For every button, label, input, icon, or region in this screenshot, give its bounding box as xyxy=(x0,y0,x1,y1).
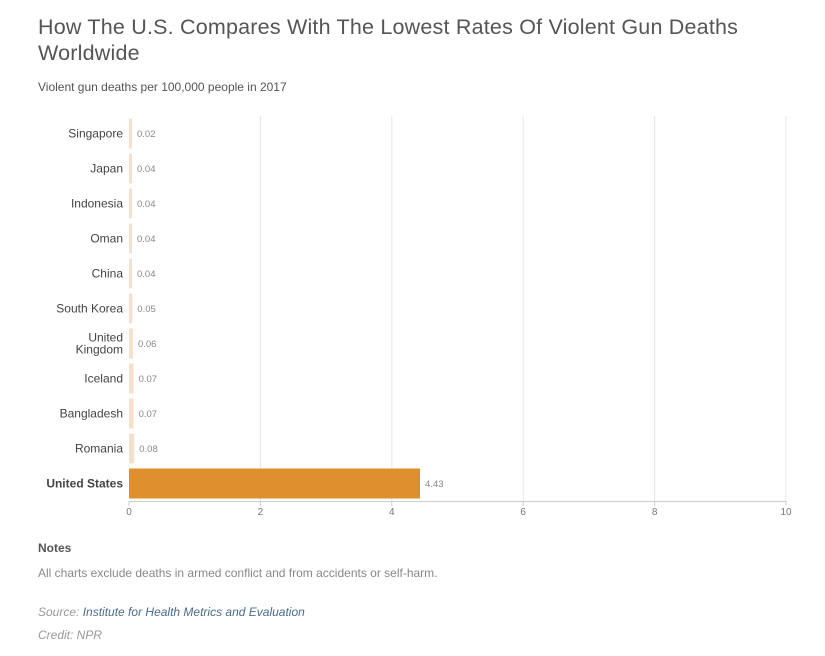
bar xyxy=(129,118,132,149)
category-label: China xyxy=(92,267,124,281)
category-label: Iceland xyxy=(84,372,123,386)
value-label: 4.43 xyxy=(425,479,444,490)
value-label: 0.07 xyxy=(139,409,158,420)
category-label: Oman xyxy=(90,232,123,246)
category-label: Japan xyxy=(90,162,123,176)
chart-title: How The U.S. Compares With The Lowest Ra… xyxy=(38,15,739,65)
x-tick-label: 2 xyxy=(258,507,264,518)
bar xyxy=(129,188,132,219)
chart-subtitle: Violent gun deaths per 100,000 people in… xyxy=(38,80,287,94)
bar xyxy=(129,328,133,359)
x-tick-label: 6 xyxy=(520,507,526,518)
bar xyxy=(129,363,134,394)
x-tick-label: 8 xyxy=(652,507,658,518)
value-label: 0.07 xyxy=(139,374,158,385)
x-tick-label: 0 xyxy=(126,507,132,518)
value-label: 0.04 xyxy=(137,199,156,210)
value-label: 0.06 xyxy=(138,339,157,350)
category-label: United States xyxy=(46,477,123,491)
category-label: United Kingdom xyxy=(76,331,123,357)
category-label: Indonesia xyxy=(71,197,123,211)
value-label: 0.05 xyxy=(137,304,156,315)
bar xyxy=(129,223,132,254)
bar xyxy=(129,468,421,499)
notes-heading: Notes xyxy=(38,541,72,555)
bar-chart: 0 2 4 6 8 10 Singapore 0.02 Japan 0.04 Indonesia 0.… xyxy=(46,116,792,518)
source-link[interactable]: Institute for Health Metrics and Evaluat… xyxy=(82,605,305,619)
value-label: 0.08 xyxy=(139,444,158,455)
notes-text: All charts exclude deaths in armed confl… xyxy=(38,566,438,580)
value-label: 0.04 xyxy=(137,269,156,280)
value-label: 0.04 xyxy=(137,164,156,175)
x-tick-label: 10 xyxy=(780,507,792,518)
source-prefix: Source: xyxy=(38,605,80,619)
bar xyxy=(129,293,133,324)
value-label: 0.02 xyxy=(137,129,156,140)
category-label: Singapore xyxy=(68,127,123,141)
category-label: South Korea xyxy=(56,302,123,316)
bar xyxy=(129,433,135,464)
credit-line: Credit: NPR xyxy=(38,628,103,642)
source-line: Source: Institute for Health Metrics and… xyxy=(38,605,305,619)
bar xyxy=(129,398,134,429)
bar xyxy=(129,153,132,184)
category-label: Bangladesh xyxy=(60,407,123,421)
category-label: Romania xyxy=(75,442,123,456)
bar xyxy=(129,258,132,289)
value-label: 0.04 xyxy=(137,234,156,245)
x-tick-label: 4 xyxy=(389,507,395,518)
